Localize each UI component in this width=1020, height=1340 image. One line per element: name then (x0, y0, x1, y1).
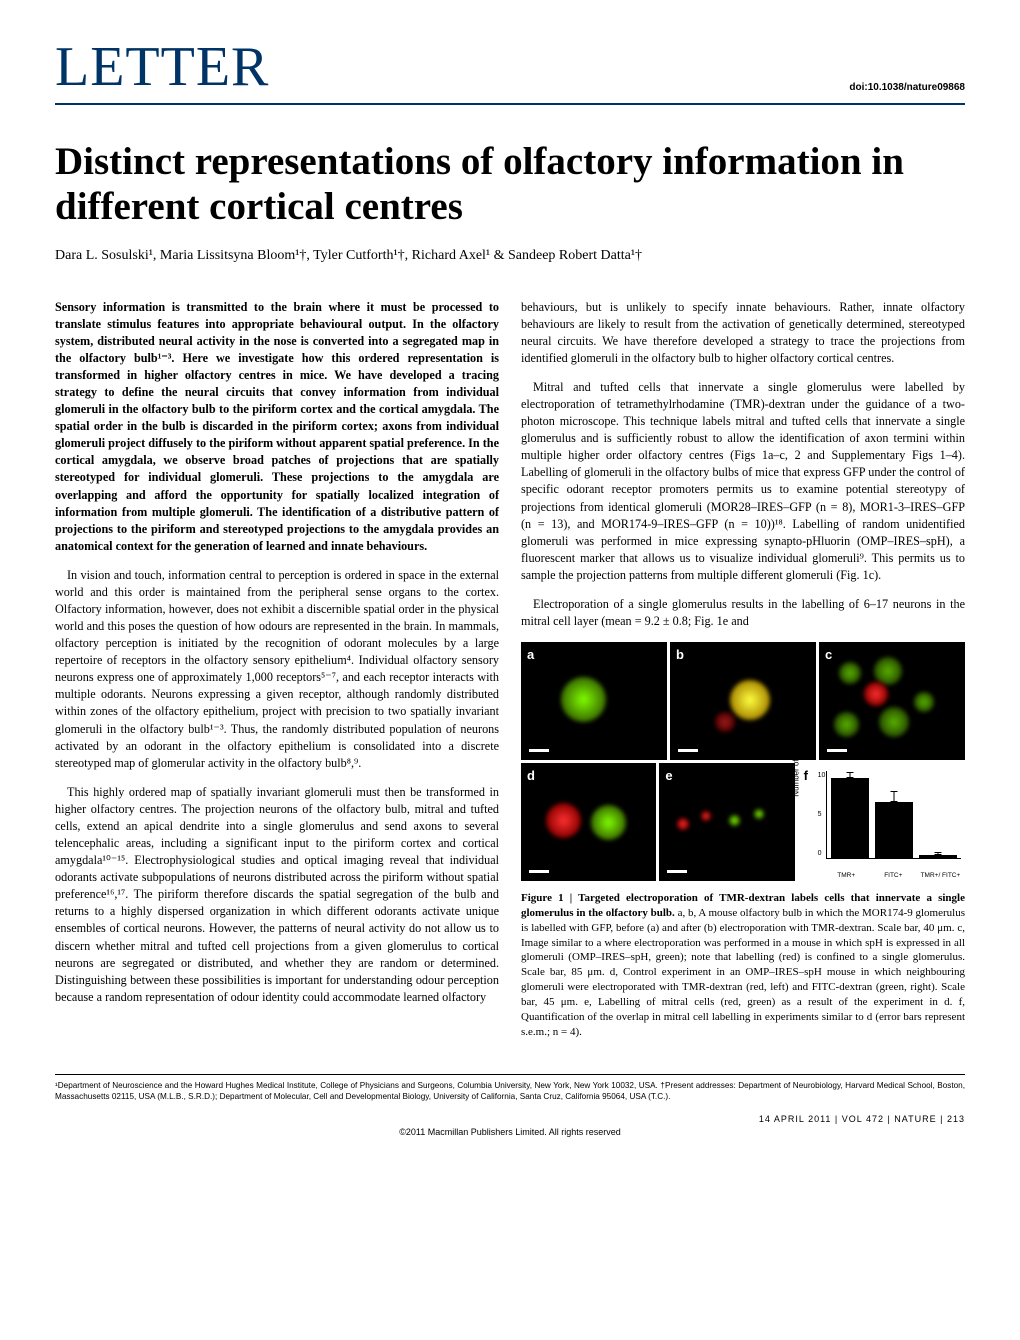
ytick-label: 10 (818, 771, 826, 781)
ytick-label: 0 (818, 849, 826, 859)
panel-row-bottom: d e f Number of (521, 763, 965, 881)
fluorescence-image-icon (701, 811, 711, 821)
scale-bar-icon (827, 749, 847, 752)
bar-fitc (875, 802, 913, 859)
author-list: Dara L. Sosulski¹, Maria Lissitsyna Bloo… (55, 248, 965, 264)
article-title: Distinct representations of olfactory in… (55, 140, 965, 230)
chart-ylabel: Number of mitral/ tufted cell bodies (790, 673, 801, 797)
fluorescence-image-icon (834, 712, 859, 737)
scale-bar-icon (678, 749, 698, 752)
fluorescence-image-icon (864, 682, 888, 706)
chart-bars (826, 771, 961, 859)
fluorescence-image-icon (561, 677, 606, 722)
fluorescence-image-icon (715, 712, 735, 732)
fluorescence-image-icon (677, 818, 689, 830)
panel-a: a (521, 642, 667, 760)
right-column: behaviours, but is unlikely to specify i… (521, 299, 965, 1052)
ytick-label: 5 (818, 810, 826, 820)
panel-label: d (527, 767, 535, 785)
fluorescence-image-icon (839, 662, 861, 684)
error-bar-icon (937, 852, 938, 855)
xtick-label: TMR+ (826, 872, 867, 879)
author-affiliations: ¹Department of Neuroscience and the Howa… (55, 1074, 965, 1102)
body-paragraph: Mitral and tufted cells that innervate a… (521, 379, 965, 584)
body-paragraph: This highly ordered map of spatially inv… (55, 784, 499, 1006)
figure-caption-body: a, b, A mouse olfactory bulb in which th… (521, 907, 965, 1038)
panel-label: c (825, 646, 832, 664)
panel-d: d (521, 763, 656, 881)
fluorescence-image-icon (914, 692, 934, 712)
chart-yticks: 10 5 0 (818, 771, 826, 859)
error-bar-icon (893, 791, 894, 801)
body-paragraph: In vision and touch, information central… (55, 567, 499, 772)
panel-label: a (527, 646, 534, 664)
bar-overlap (919, 855, 957, 858)
doi-link[interactable]: doi:10.1038/nature09868 (849, 82, 965, 93)
article-type-label: LETTER (55, 36, 269, 98)
fluorescence-image-icon (879, 707, 909, 737)
copyright-notice: ©2011 Macmillan Publishers Limited. All … (55, 1127, 965, 1137)
fluorescence-image-icon (874, 657, 902, 685)
scale-bar-icon (529, 870, 549, 873)
xtick-label: FITC+ (873, 872, 914, 879)
two-column-body: Sensory information is transmitted to th… (55, 299, 965, 1052)
fluorescence-image-icon (546, 803, 581, 838)
figure-panels: a b c (521, 642, 965, 881)
panel-label: f (804, 767, 808, 785)
panel-row-top: a b c (521, 642, 965, 760)
panel-c: c (819, 642, 965, 760)
figure-1: a b c (521, 642, 965, 1039)
xtick-label: TMR+/ FITC+ (920, 872, 961, 879)
scale-bar-icon (667, 870, 687, 873)
page-footer-citation: 14 APRIL 2011 | VOL 472 | NATURE | 213 (55, 1114, 965, 1124)
panel-label: e (665, 767, 672, 785)
panel-e: e (659, 763, 794, 881)
fluorescence-image-icon (729, 815, 740, 826)
bar-tmr (831, 778, 869, 858)
error-bar-icon (849, 772, 850, 778)
fluorescence-image-icon (591, 805, 626, 840)
figure-caption: Figure 1 | Targeted electroporation of T… (521, 891, 965, 1039)
chart-xlabels: TMR+ FITC+ TMR+/ FITC+ (826, 872, 961, 879)
page-header: LETTER doi:10.1038/nature09868 (55, 35, 965, 105)
fluorescence-image-icon (730, 680, 770, 720)
panel-f-chart: f Number of mitral/ tufted cell bodies 1… (798, 763, 965, 881)
fluorescence-image-icon (754, 809, 764, 819)
body-paragraph: behaviours, but is unlikely to specify i… (521, 299, 965, 367)
scale-bar-icon (529, 749, 549, 752)
body-paragraph: Electroporation of a single glomerulus r… (521, 596, 965, 630)
left-column: Sensory information is transmitted to th… (55, 299, 499, 1052)
panel-label: b (676, 646, 684, 664)
abstract-text: Sensory information is transmitted to th… (55, 299, 499, 555)
